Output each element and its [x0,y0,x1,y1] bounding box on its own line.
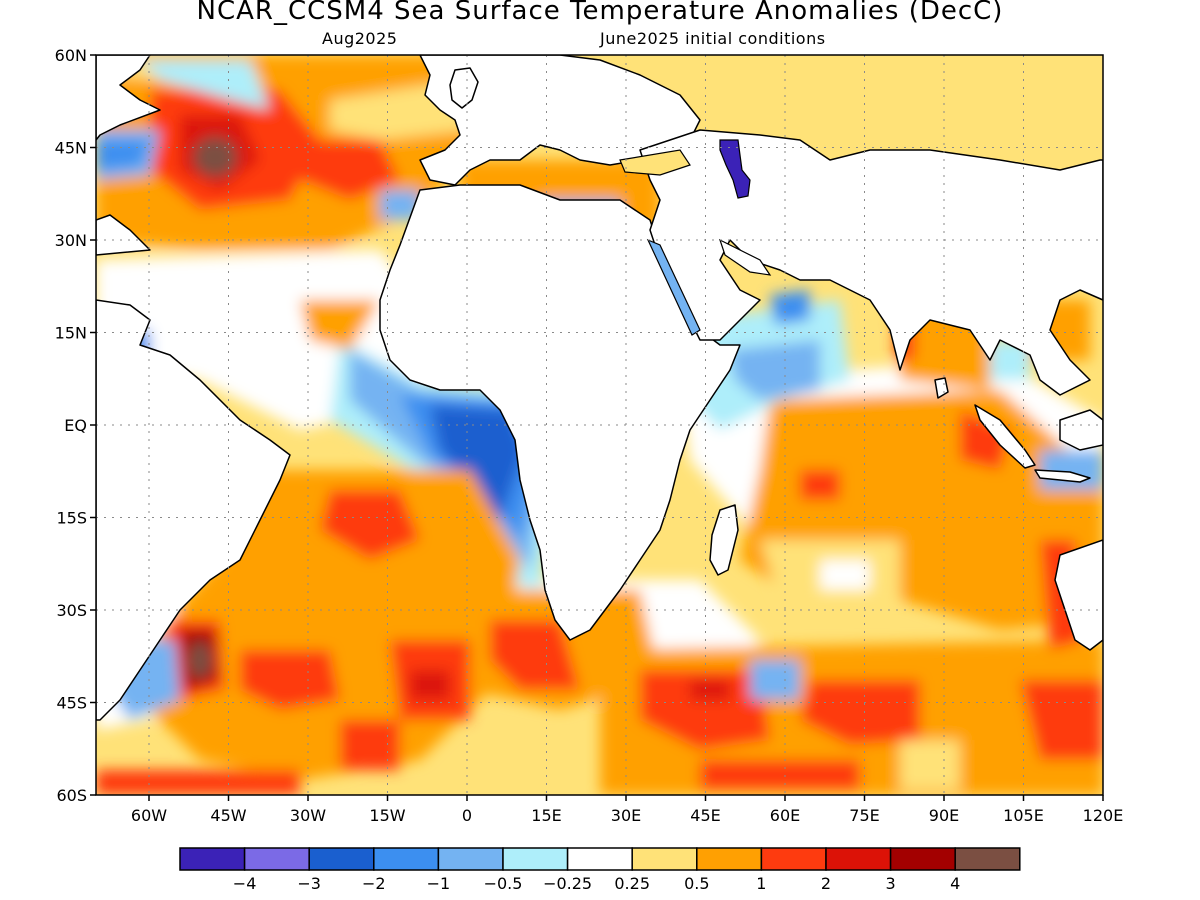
coastlines [96,55,1103,721]
colorbar-labels: −4 −3 −2 −1 −0.5 −0.25 0.25 0.5 1 2 3 4 [233,874,960,893]
lat-tick-label: 60S [56,786,87,805]
lat-tick-label: 60N [55,46,87,65]
colorbar-swatch [631,847,698,871]
lon-tick-label: 75E [849,806,879,825]
valid-month-label: Aug2025 [322,29,398,48]
colorbar-label: 4 [950,874,960,893]
colorbar-swatch [954,847,1021,871]
lon-tick-label: 45W [210,806,246,825]
lat-tick-label: EQ [64,416,87,435]
lon-tick-label: 90E [929,806,959,825]
lat-tick-label: 30N [55,231,87,250]
lon-tick-label: 15E [531,806,561,825]
lon-tick-label: 0 [462,806,472,825]
lat-tick-label: 30S [56,601,87,620]
colorbar-label: −1 [427,874,451,893]
map-title: NCAR_CCSM4 Sea Surface Temperature Anoma… [196,0,1004,26]
lon-tick-label: 45E [690,806,720,825]
colorbar-label: 1 [756,874,766,893]
colorbar-label: 2 [821,874,831,893]
lon-tick-label: 30E [611,806,641,825]
colorbar-swatch [502,847,569,871]
colorbar [179,847,1021,871]
lat-tick-label: 45S [56,694,87,713]
lat-axis: 60N 45N 30N 15N EQ 15S 30S 45S 60S [55,46,87,805]
colorbar-label: 0.5 [684,874,709,893]
colorbar-swatch [889,847,956,871]
lon-axis: 60W 45W 30W 15W 0 15E 30E 45E 60E 75E 90E 105E 120E [131,806,1123,825]
graticule [96,55,1103,795]
colorbar-swatch [308,847,375,871]
colorbar-swatch [760,847,827,871]
init-conditions-label: June2025 initial conditions [600,29,826,48]
colorbar-label: −0.25 [543,874,592,893]
colorbar-swatch [696,847,763,871]
lat-tick-label: 15N [55,324,87,343]
axis-ticks [90,54,1104,801]
lon-tick-label: 30W [290,806,326,825]
colorbar-label: 0.25 [614,874,650,893]
colorbar-label: −3 [297,874,321,893]
lon-tick-label: 60W [131,806,167,825]
lon-tick-label: 60E [770,806,800,825]
colorbar-swatch [437,847,504,871]
colorbar-label: −0.5 [484,874,523,893]
plot-area [96,55,1103,795]
lon-tick-label: 105E [1003,806,1044,825]
lon-tick-label: 15W [369,806,405,825]
colorbar-swatch [373,847,440,871]
lat-tick-label: 45N [55,139,87,158]
lat-tick-label: 15S [56,509,87,528]
colorbar-label: 3 [886,874,896,893]
colorbar-label: −2 [362,874,386,893]
lon-tick-label: 120E [1083,806,1124,825]
colorbar-swatch [243,847,310,871]
colorbar-swatch [825,847,892,871]
colorbar-label: −4 [233,874,257,893]
colorbar-swatch [566,847,633,871]
colorbar-swatch [179,847,246,871]
